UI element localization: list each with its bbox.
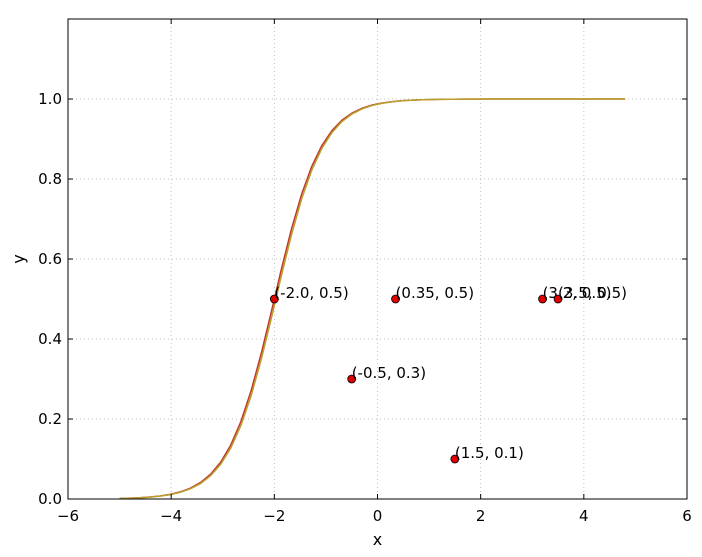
data-point [391,294,400,304]
x-tick-label: −6 [57,507,79,525]
data-point [347,374,357,384]
data-point [450,454,460,464]
sigmoid-curve-2 [119,98,626,500]
x-tick-label: −4 [160,507,182,525]
point-annotation: (-2.0, 0.5) [274,284,348,302]
y-tick-label: 0.2 [38,410,62,428]
x-tick-label: 2 [476,507,486,525]
axis-ticks: −6 −4 −2 0 2 4 6 0.0 0.2 0.4 0.6 0.8 1.0 [38,19,692,525]
x-tick-label: 4 [579,507,589,525]
grid-lines [67,19,688,500]
data-points: (-2.0, 0.5) (0.35, 0.5) (-0.5, 0.3) (1.5, 0… [269,284,627,464]
y-axis-label: y [9,254,28,263]
point-annotation: (0.35, 0.5) [396,284,475,302]
x-axis-label: x [373,530,382,549]
y-tick-label: 0.6 [38,250,62,268]
data-point [553,294,563,304]
y-tick-label: 0.4 [38,330,62,348]
y-tick-label: 0.8 [38,170,62,188]
y-tick-label: 1.0 [38,90,62,108]
y-tick-label: 0.0 [38,490,62,508]
point-annotation: (3.5, 0.5) [558,284,627,302]
data-point [269,294,279,304]
x-tick-label: −2 [263,507,285,525]
curves [119,98,626,500]
point-annotation: (1.5, 0.1) [455,444,524,462]
x-tick-label: 6 [682,507,692,525]
data-point [538,294,547,304]
x-tick-label: 0 [373,507,383,525]
point-annotation: (-0.5, 0.3) [352,364,426,382]
